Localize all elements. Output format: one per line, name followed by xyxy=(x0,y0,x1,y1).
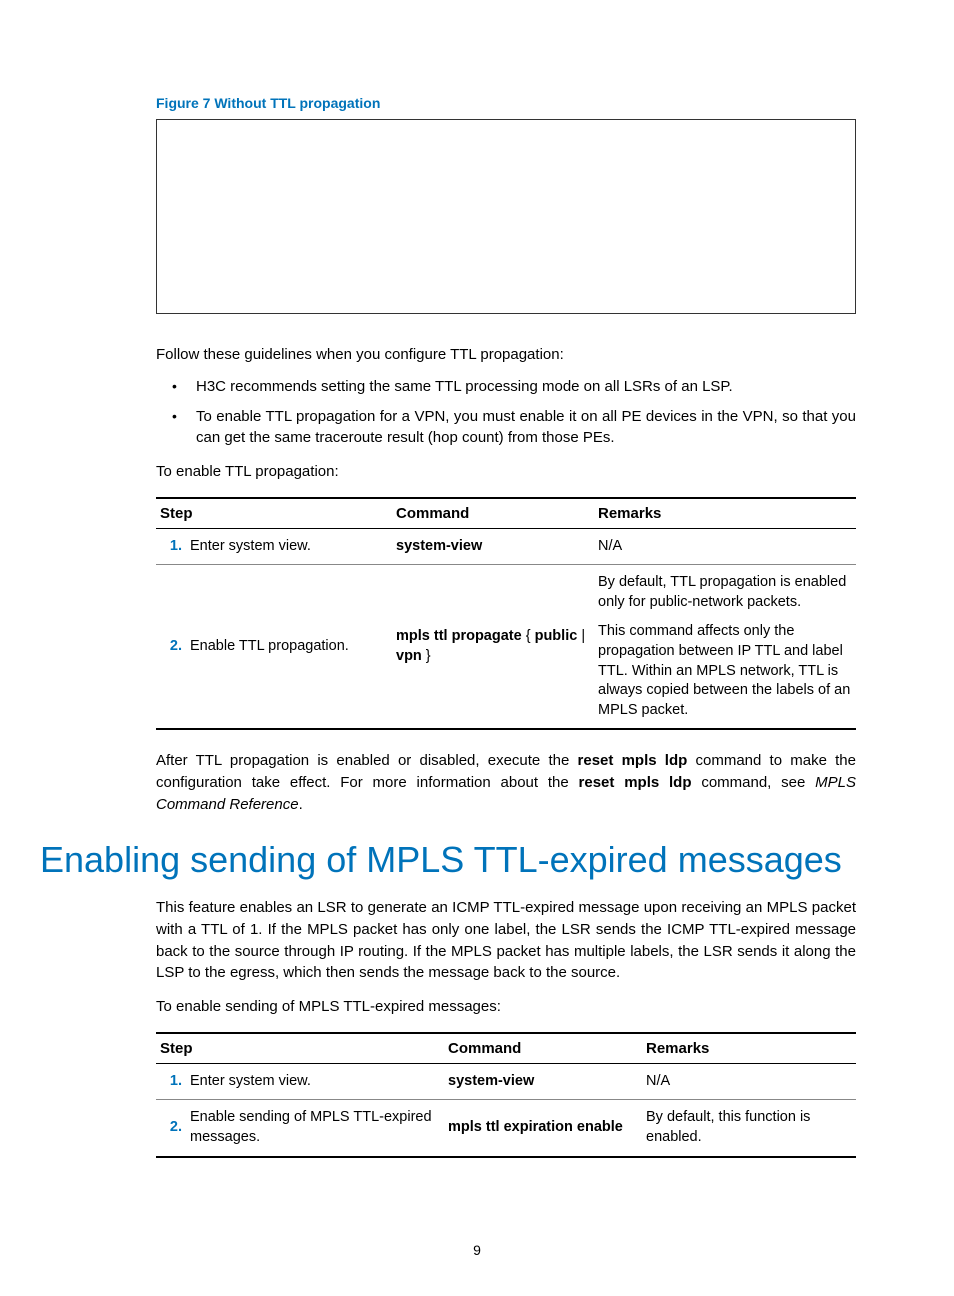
section-heading: Enabling sending of MPLS TTL-expired mes… xyxy=(40,840,856,880)
list-item: To enable TTL propagation for a VPN, you… xyxy=(156,406,856,450)
step-number: 2. xyxy=(156,1100,186,1157)
content-area: Figure 7 Without TTL propagation Follow … xyxy=(156,95,856,816)
figure-placeholder xyxy=(156,119,856,314)
step-number: 2. xyxy=(156,565,186,729)
col-header-command: Command xyxy=(444,1033,642,1064)
table-row: 1. Enter system view. system-view N/A xyxy=(156,1063,856,1100)
remarks-cell: N/A xyxy=(642,1063,856,1100)
step-desc: Enable TTL propagation. xyxy=(186,565,392,729)
col-header-remarks: Remarks xyxy=(594,498,856,529)
ttl-propagation-table: Step Command Remarks 1. Enter system vie… xyxy=(156,497,856,731)
remarks-cell: N/A xyxy=(594,528,856,565)
table-row: 1. Enter system view. system-view N/A xyxy=(156,528,856,565)
remarks-cell: By default, this function is enabled. xyxy=(642,1100,856,1157)
content-area: This feature enables an LSR to generate … xyxy=(156,897,856,1157)
command-cell: system-view xyxy=(392,528,594,565)
col-header-command: Command xyxy=(392,498,594,529)
col-header-remarks: Remarks xyxy=(642,1033,856,1064)
lead-paragraph: To enable sending of MPLS TTL-expired me… xyxy=(156,996,856,1018)
table-row: 2. Enable TTL propagation. mpls ttl prop… xyxy=(156,565,856,729)
ttl-expired-table: Step Command Remarks 1. Enter system vie… xyxy=(156,1032,856,1158)
col-header-step: Step xyxy=(156,498,392,529)
remarks-cell: By default, TTL propagation is enabled o… xyxy=(594,565,856,729)
step-desc: Enter system view. xyxy=(186,1063,444,1100)
table-row: 2. Enable sending of MPLS TTL-expired me… xyxy=(156,1100,856,1157)
command-cell: system-view xyxy=(444,1063,642,1100)
intro-paragraph: Follow these guidelines when you configu… xyxy=(156,344,856,366)
table-header-row: Step Command Remarks xyxy=(156,1033,856,1064)
figure-caption: Figure 7 Without TTL propagation xyxy=(156,95,856,111)
step-number: 1. xyxy=(156,528,186,565)
step-desc: Enable sending of MPLS TTL-expired messa… xyxy=(186,1100,444,1157)
guideline-list: H3C recommends setting the same TTL proc… xyxy=(156,376,856,449)
command-cell: mpls ttl propagate { public | vpn } xyxy=(392,565,594,729)
step-number: 1. xyxy=(156,1063,186,1100)
after-table-paragraph: After TTL propagation is enabled or disa… xyxy=(156,750,856,815)
col-header-step: Step xyxy=(156,1033,444,1064)
document-page: Figure 7 Without TTL propagation Follow … xyxy=(0,0,954,1296)
lead-paragraph: To enable TTL propagation: xyxy=(156,461,856,483)
section-paragraph: This feature enables an LSR to generate … xyxy=(156,897,856,984)
list-item: H3C recommends setting the same TTL proc… xyxy=(156,376,856,398)
page-number: 9 xyxy=(0,1242,954,1258)
command-cell: mpls ttl expiration enable xyxy=(444,1100,642,1157)
step-desc: Enter system view. xyxy=(186,528,392,565)
table-header-row: Step Command Remarks xyxy=(156,498,856,529)
